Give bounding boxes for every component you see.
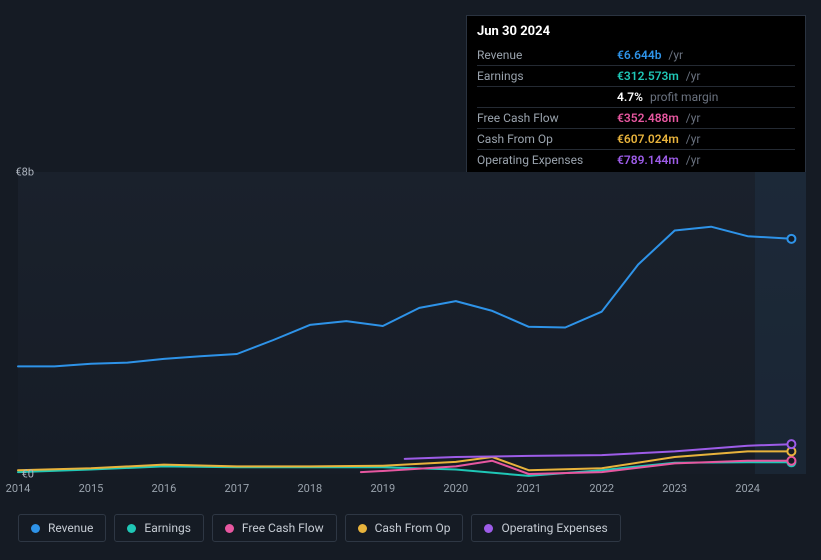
legend-item[interactable]: Free Cash Flow	[212, 514, 337, 542]
tooltip-metric-value: €607.024m /yr	[617, 129, 795, 150]
x-axis-label: 2019	[370, 482, 395, 495]
legend-item[interactable]: Cash From Op	[345, 514, 464, 542]
x-axis-label: 2018	[297, 482, 322, 495]
chart-area: €8b€0	[18, 160, 806, 480]
legend-label: Cash From Op	[375, 521, 451, 535]
chart-container: Jun 30 2024 Revenue€6.644b /yrEarnings€3…	[0, 0, 821, 560]
legend-label: Operating Expenses	[501, 521, 607, 535]
tooltip-metric-label: Free Cash Flow	[477, 108, 617, 129]
tooltip-metric-value: 4.7% profit margin	[617, 87, 795, 108]
x-axis-label: 2020	[443, 482, 468, 495]
legend: Revenue Earnings Free Cash Flow Cash From O…	[18, 514, 621, 542]
tooltip-metric-unit: /yr	[683, 132, 701, 146]
legend-label: Earnings	[144, 521, 191, 535]
legend-item[interactable]: Earnings	[114, 514, 204, 542]
legend-swatch	[225, 524, 234, 533]
legend-item[interactable]: Revenue	[18, 514, 106, 542]
x-axis-label: 2017	[225, 482, 250, 495]
x-axis: 2014201520162017201820192020202120222023…	[18, 482, 806, 502]
legend-swatch	[358, 524, 367, 533]
y-axis-label: €0	[4, 468, 34, 481]
tooltip-metric-label: Revenue	[477, 45, 617, 66]
tooltip-metric-unit: /yr	[683, 111, 701, 125]
plot-surface[interactable]	[18, 172, 806, 474]
data-tooltip: Jun 30 2024 Revenue€6.644b /yrEarnings€3…	[466, 15, 806, 175]
legend-label: Revenue	[48, 521, 93, 535]
x-axis-label: 2023	[662, 482, 687, 495]
series-line[interactable]	[18, 227, 791, 367]
tooltip-metric-unit: profit margin	[647, 90, 718, 104]
series-endcap	[787, 440, 795, 448]
chart-svg	[18, 172, 806, 474]
tooltip-metric-label	[477, 87, 617, 108]
x-axis-label: 2024	[735, 482, 760, 495]
legend-swatch	[127, 524, 136, 533]
x-axis-label: 2016	[152, 482, 177, 495]
y-axis-label: €8b	[4, 166, 34, 179]
tooltip-table: Revenue€6.644b /yrEarnings€312.573m /yr4…	[477, 45, 795, 170]
series-endcap	[787, 457, 795, 465]
legend-item[interactable]: Operating Expenses	[471, 514, 620, 542]
x-axis-label: 2015	[79, 482, 104, 495]
tooltip-metric-value: €312.573m /yr	[617, 66, 795, 87]
series-endcap	[787, 235, 795, 243]
x-axis-label: 2022	[589, 482, 614, 495]
tooltip-metric-label: Cash From Op	[477, 129, 617, 150]
x-axis-label: 2014	[6, 482, 31, 495]
tooltip-metric-unit: /yr	[665, 48, 683, 62]
tooltip-metric-unit: /yr	[683, 69, 701, 83]
legend-label: Free Cash Flow	[242, 521, 324, 535]
tooltip-metric-label: Earnings	[477, 66, 617, 87]
tooltip-metric-value: €6.644b /yr	[617, 45, 795, 66]
tooltip-metric-value: €352.488m /yr	[617, 108, 795, 129]
legend-swatch	[31, 524, 40, 533]
x-axis-label: 2021	[516, 482, 541, 495]
tooltip-date: Jun 30 2024	[477, 24, 795, 39]
legend-swatch	[484, 524, 493, 533]
